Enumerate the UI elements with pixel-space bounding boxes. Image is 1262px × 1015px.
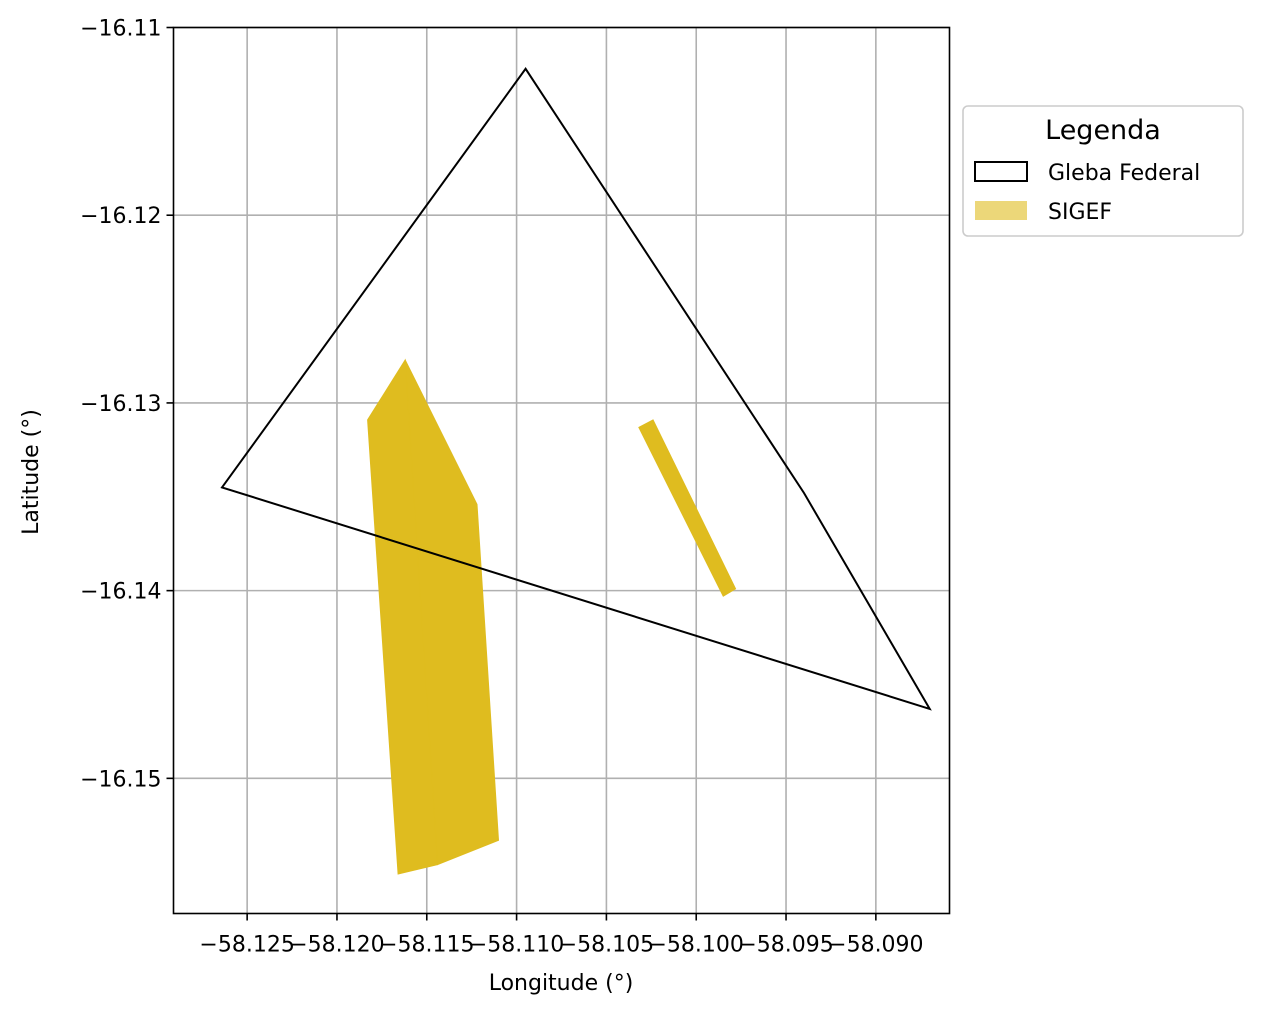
x-tick-label: −58.120	[289, 933, 384, 958]
x-tick-label: −58.115	[379, 933, 474, 958]
x-tick-label: −58.095	[738, 933, 833, 958]
gleba-federal-polygons	[222, 69, 930, 709]
legend-swatch-sigef	[975, 201, 1027, 220]
y-axis-title: Latitude (°)	[19, 409, 44, 535]
gleba-federal-polygon	[222, 69, 930, 709]
legend-label-sigef: SIGEF	[1048, 200, 1112, 225]
y-tick-label: −16.12	[80, 204, 161, 229]
y-tick-label: −16.15	[80, 767, 161, 792]
grid-lines	[174, 28, 950, 914]
legend-title: Legenda	[1045, 115, 1161, 146]
x-tick-label: −58.105	[559, 933, 654, 958]
legend: Legenda Gleba Federal SIGEF	[963, 106, 1243, 236]
x-tick-label: −58.090	[828, 933, 923, 958]
sigef-polygon	[639, 420, 736, 597]
sigef-polygons	[368, 360, 736, 874]
x-ticks: −58.125−58.120−58.115−58.110−58.105−58.1…	[199, 914, 923, 958]
y-tick-label: −16.13	[80, 392, 161, 417]
y-tick-label: −16.14	[80, 580, 161, 605]
plot-frame	[174, 28, 950, 914]
legend-label-gleba: Gleba Federal	[1048, 161, 1200, 186]
x-tick-label: −58.100	[649, 933, 744, 958]
y-tick-label: −16.11	[80, 17, 161, 42]
y-ticks: −16.11 −16.12 −16.13 −16.14 −16.15	[80, 17, 173, 793]
x-tick-label: −58.125	[199, 933, 294, 958]
x-tick-label: −58.110	[469, 933, 564, 958]
x-axis-title: Longitude (°)	[489, 971, 634, 996]
